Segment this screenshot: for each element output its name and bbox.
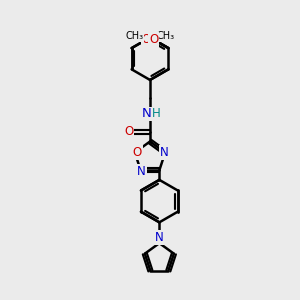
Text: CH₃: CH₃ — [157, 32, 175, 41]
Text: CH₃: CH₃ — [125, 32, 143, 41]
Text: O: O — [132, 146, 142, 159]
Text: H: H — [152, 107, 161, 120]
Text: N: N — [142, 107, 152, 120]
Text: N: N — [160, 146, 169, 159]
Text: N: N — [137, 165, 146, 178]
Text: O: O — [124, 125, 134, 139]
Text: O: O — [142, 33, 151, 46]
Text: O: O — [149, 33, 158, 46]
Text: N: N — [155, 231, 164, 244]
